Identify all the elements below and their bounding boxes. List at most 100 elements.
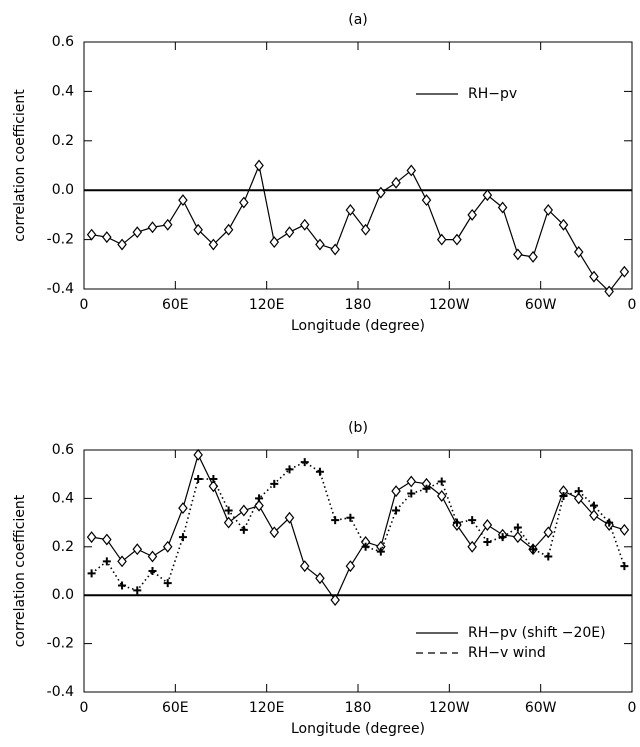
diamond-marker	[573, 245, 584, 258]
diamond-marker	[193, 223, 203, 236]
x-tick-label: 0	[628, 700, 637, 716]
diamond-marker	[162, 540, 173, 553]
plus-marker	[315, 467, 324, 476]
plus-marker	[300, 458, 309, 467]
plus-marker	[437, 477, 446, 486]
x-tick-label: 120W	[429, 297, 470, 313]
diamond-marker	[345, 203, 356, 216]
diamond-marker	[406, 164, 417, 177]
plus-marker	[102, 557, 111, 566]
diamond-marker	[513, 531, 523, 544]
diamond-marker	[86, 228, 97, 241]
y-tick-label: 0.6	[52, 442, 74, 458]
plus-marker	[483, 537, 492, 546]
x-tick-label: 120E	[249, 700, 285, 716]
y-tick-label: 0.2	[52, 539, 74, 555]
plus-marker	[239, 525, 248, 534]
diamond-marker	[619, 523, 630, 536]
diamond-marker	[178, 502, 188, 515]
plus-marker	[498, 533, 507, 542]
plus-marker	[346, 513, 355, 522]
y-tick-label: 0.0	[52, 182, 74, 198]
plus-marker	[209, 475, 218, 484]
x-tick-label: 0	[628, 297, 637, 313]
diamond-marker	[497, 201, 508, 214]
x-tick-label: 180	[345, 297, 372, 313]
diamond-marker	[102, 231, 112, 244]
diamond-marker	[604, 285, 614, 298]
diamond-marker	[315, 238, 325, 251]
diamond-marker	[543, 526, 554, 539]
diamond-marker	[86, 531, 97, 544]
diamond-marker	[436, 233, 447, 246]
plus-marker	[407, 489, 416, 498]
diamond-marker	[345, 560, 356, 573]
x-tick-label: 60W	[525, 297, 557, 313]
plus-marker	[605, 518, 614, 527]
plus-marker	[574, 487, 583, 496]
y-tick-label: -0.2	[47, 636, 74, 652]
plus-marker	[589, 501, 598, 510]
legend-label: RH−pv	[468, 86, 517, 102]
diamond-marker	[330, 594, 340, 607]
plus-marker	[422, 484, 431, 493]
plus-marker	[133, 586, 142, 595]
diamond-marker	[467, 540, 477, 553]
y-tick-label: -0.2	[47, 232, 74, 248]
diamond-marker	[376, 186, 386, 199]
x-tick-label: 120W	[429, 700, 470, 716]
y-axis-label: correlation coefficient	[12, 494, 28, 647]
diamond-marker	[573, 492, 584, 505]
diamond-marker	[360, 223, 371, 236]
diamond-marker	[178, 194, 188, 207]
diamond-marker	[315, 572, 325, 585]
diamond-marker	[117, 555, 127, 568]
x-axis-label: Longitude (degree)	[291, 318, 425, 334]
diamond-marker	[132, 226, 143, 239]
y-tick-label: 0.2	[52, 133, 74, 149]
legend-label: RH−v wind	[468, 645, 546, 661]
legend-label: RH−pv (shift −20E)	[468, 625, 606, 641]
diamond-marker	[543, 203, 554, 216]
diamond-marker	[254, 159, 264, 172]
series-line	[91, 453, 625, 602]
diamond-marker	[406, 475, 417, 488]
diamond-marker	[147, 550, 158, 563]
diamond-marker	[132, 543, 143, 556]
diamond-marker	[284, 511, 295, 524]
y-tick-label: -0.4	[47, 281, 74, 297]
plus-marker	[118, 581, 127, 590]
diamond-marker	[162, 218, 173, 231]
diamond-marker	[558, 218, 569, 231]
plus-marker	[255, 494, 264, 503]
plus-marker	[529, 545, 538, 554]
x-tick-label: 60W	[525, 700, 557, 716]
diamond-marker	[467, 208, 477, 221]
plus-marker	[270, 479, 279, 488]
series-line	[91, 163, 625, 293]
plus-marker	[376, 547, 385, 556]
x-tick-label: 180	[345, 700, 372, 716]
diamond-marker	[482, 189, 493, 202]
diamond-marker	[421, 194, 432, 207]
diamond-marker	[193, 448, 203, 461]
x-tick-label: 0	[80, 297, 89, 313]
chart-title: (b)	[348, 420, 368, 436]
plus-marker	[544, 552, 553, 561]
diamond-marker	[589, 270, 599, 283]
diamond-marker	[269, 236, 280, 249]
plus-marker	[87, 569, 96, 578]
diamond-marker	[208, 480, 219, 493]
x-tick-label: 120E	[249, 297, 285, 313]
plus-marker	[559, 491, 568, 500]
diamond-marker	[391, 485, 401, 498]
x-tick-label: 60E	[162, 297, 189, 313]
y-tick-label: -0.4	[47, 684, 74, 700]
diamond-marker	[482, 519, 493, 531]
diamond-marker	[208, 238, 219, 251]
diamond-marker	[513, 248, 523, 261]
chart-title: (a)	[348, 12, 368, 28]
diamond-marker	[299, 560, 310, 573]
y-axis-label: correlation coefficient	[12, 89, 28, 242]
